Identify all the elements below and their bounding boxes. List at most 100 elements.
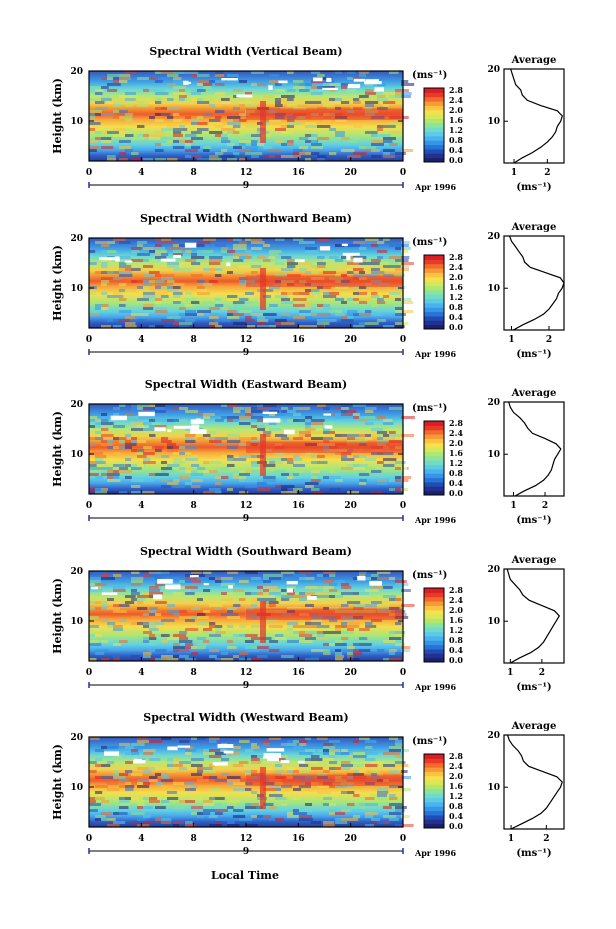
data-gap bbox=[263, 418, 281, 423]
data-gap bbox=[223, 750, 234, 754]
colorbar-swatch bbox=[424, 477, 444, 483]
colorbar-frame bbox=[423, 587, 445, 663]
x-tick-label: 8 bbox=[191, 668, 197, 678]
colorbar-tick-label: 1.6 bbox=[449, 448, 463, 458]
profile-x-tick-label: 2 bbox=[544, 168, 550, 178]
x-tick-label: 16 bbox=[292, 168, 305, 178]
colorbar-tick-label: 2.0 bbox=[449, 605, 463, 615]
data-gap bbox=[167, 746, 178, 751]
profile-y-tick-label: 20 bbox=[487, 232, 500, 242]
colorbar-swatch bbox=[424, 605, 444, 611]
y-tick-label: 20 bbox=[70, 400, 83, 410]
heatmap-cells bbox=[89, 238, 414, 328]
colorbar-swatch bbox=[424, 780, 444, 785]
colorbar-swatch bbox=[424, 754, 444, 759]
data-gap bbox=[99, 257, 116, 261]
colorbar-swatch bbox=[424, 596, 444, 602]
colorbar-tick-label: 2.8 bbox=[449, 585, 463, 595]
colorbar-tick-label: 0.4 bbox=[449, 145, 463, 155]
data-gap bbox=[342, 252, 360, 256]
profile-y-tick-label: 10 bbox=[487, 284, 500, 294]
data-gap bbox=[101, 592, 118, 595]
colorbar-tick-label: 2.4 bbox=[449, 428, 463, 438]
colorbar-swatch bbox=[424, 311, 444, 317]
colorbar-swatch bbox=[424, 144, 444, 150]
high-width-streak bbox=[260, 601, 267, 643]
panel-title: Spectral Width (Southward Beam) bbox=[140, 545, 352, 558]
colorbar-swatch bbox=[424, 118, 444, 124]
date-label: Apr 1996 bbox=[414, 682, 457, 692]
profile-x-tick-label: 2 bbox=[543, 834, 549, 844]
colorbar-tick-label: 2.8 bbox=[449, 418, 463, 428]
x-tick-label: 4 bbox=[138, 335, 144, 345]
colorbar-swatch bbox=[424, 263, 444, 269]
x-tick-label: 0 bbox=[400, 668, 406, 678]
colorbar-tick-label: 2.0 bbox=[449, 438, 463, 448]
data-gap bbox=[236, 94, 253, 98]
colorbar-tick-label: 0.4 bbox=[449, 645, 463, 655]
x-tick-label: 20 bbox=[344, 834, 357, 844]
data-gap bbox=[190, 429, 207, 434]
colorbar-swatch bbox=[424, 127, 444, 133]
colorbar-swatch bbox=[424, 601, 444, 606]
date-label: Apr 1996 bbox=[414, 515, 457, 525]
colorbar-tick-label: 2.0 bbox=[449, 771, 463, 781]
profile-y-tick-label: 10 bbox=[487, 783, 500, 793]
colorbar-swatch bbox=[424, 307, 444, 313]
data-gap bbox=[266, 748, 285, 752]
y-tick-label: 10 bbox=[70, 617, 83, 627]
data-gap bbox=[212, 762, 228, 766]
colorbar-swatch bbox=[424, 442, 444, 448]
profile-x-tick-label: 1 bbox=[508, 834, 514, 844]
x-tick-label: 4 bbox=[138, 668, 144, 678]
profile-line bbox=[508, 401, 562, 497]
profile-frame bbox=[503, 68, 565, 164]
profile-y-tick-label: 10 bbox=[487, 117, 500, 127]
data-gap bbox=[347, 84, 361, 89]
profile-frame bbox=[503, 401, 565, 497]
colorbar-swatch bbox=[424, 96, 444, 102]
colorbar-swatch bbox=[424, 814, 444, 820]
data-gap bbox=[190, 419, 205, 424]
colorbar-swatch bbox=[424, 468, 444, 474]
data-gap bbox=[191, 575, 199, 578]
y-tick-label: 10 bbox=[70, 117, 83, 127]
data-gap bbox=[266, 757, 280, 762]
day-marker: 9 bbox=[243, 681, 249, 691]
data-gap bbox=[167, 429, 172, 433]
colorbar-swatch bbox=[424, 810, 444, 816]
colorbar-swatch bbox=[424, 438, 444, 444]
high-width-streak bbox=[260, 767, 267, 809]
colorbar-swatch bbox=[424, 276, 444, 282]
day-marker: 9 bbox=[243, 514, 249, 524]
y-axis-label: Height (km) bbox=[51, 578, 64, 654]
data-gap bbox=[133, 760, 146, 764]
colorbar-tick-label: 0.4 bbox=[449, 811, 463, 821]
y-axis-label: Height (km) bbox=[51, 245, 64, 321]
y-axis-label: Height (km) bbox=[51, 78, 64, 154]
high-width-band bbox=[246, 608, 403, 620]
data-gap bbox=[357, 575, 366, 581]
high-width-streak bbox=[260, 101, 267, 143]
colorbar-frame bbox=[423, 753, 445, 829]
colorbar-frame bbox=[423, 254, 445, 330]
data-gap bbox=[286, 588, 294, 593]
data-gap bbox=[268, 85, 273, 90]
y-axis-label: Height (km) bbox=[51, 411, 64, 487]
colorbar-swatch bbox=[424, 588, 444, 593]
x-tick-label: 0 bbox=[86, 834, 92, 844]
y-tick-label: 20 bbox=[70, 234, 83, 244]
data-gap bbox=[184, 242, 197, 248]
colorbar-tick-label: 0.0 bbox=[449, 655, 463, 665]
high-width-streak bbox=[260, 434, 267, 476]
colorbar-swatch bbox=[424, 631, 444, 637]
colorbar-swatch bbox=[424, 481, 444, 487]
profile-x-tick-label: 2 bbox=[542, 501, 548, 511]
x-tick-label: 0 bbox=[400, 834, 406, 844]
profile-x-tick-label: 1 bbox=[508, 335, 514, 345]
data-gap bbox=[191, 424, 200, 430]
data-gap bbox=[353, 78, 366, 82]
x-tick-label: 16 bbox=[292, 335, 305, 345]
data-gap bbox=[173, 425, 192, 429]
data-gap bbox=[177, 745, 191, 748]
